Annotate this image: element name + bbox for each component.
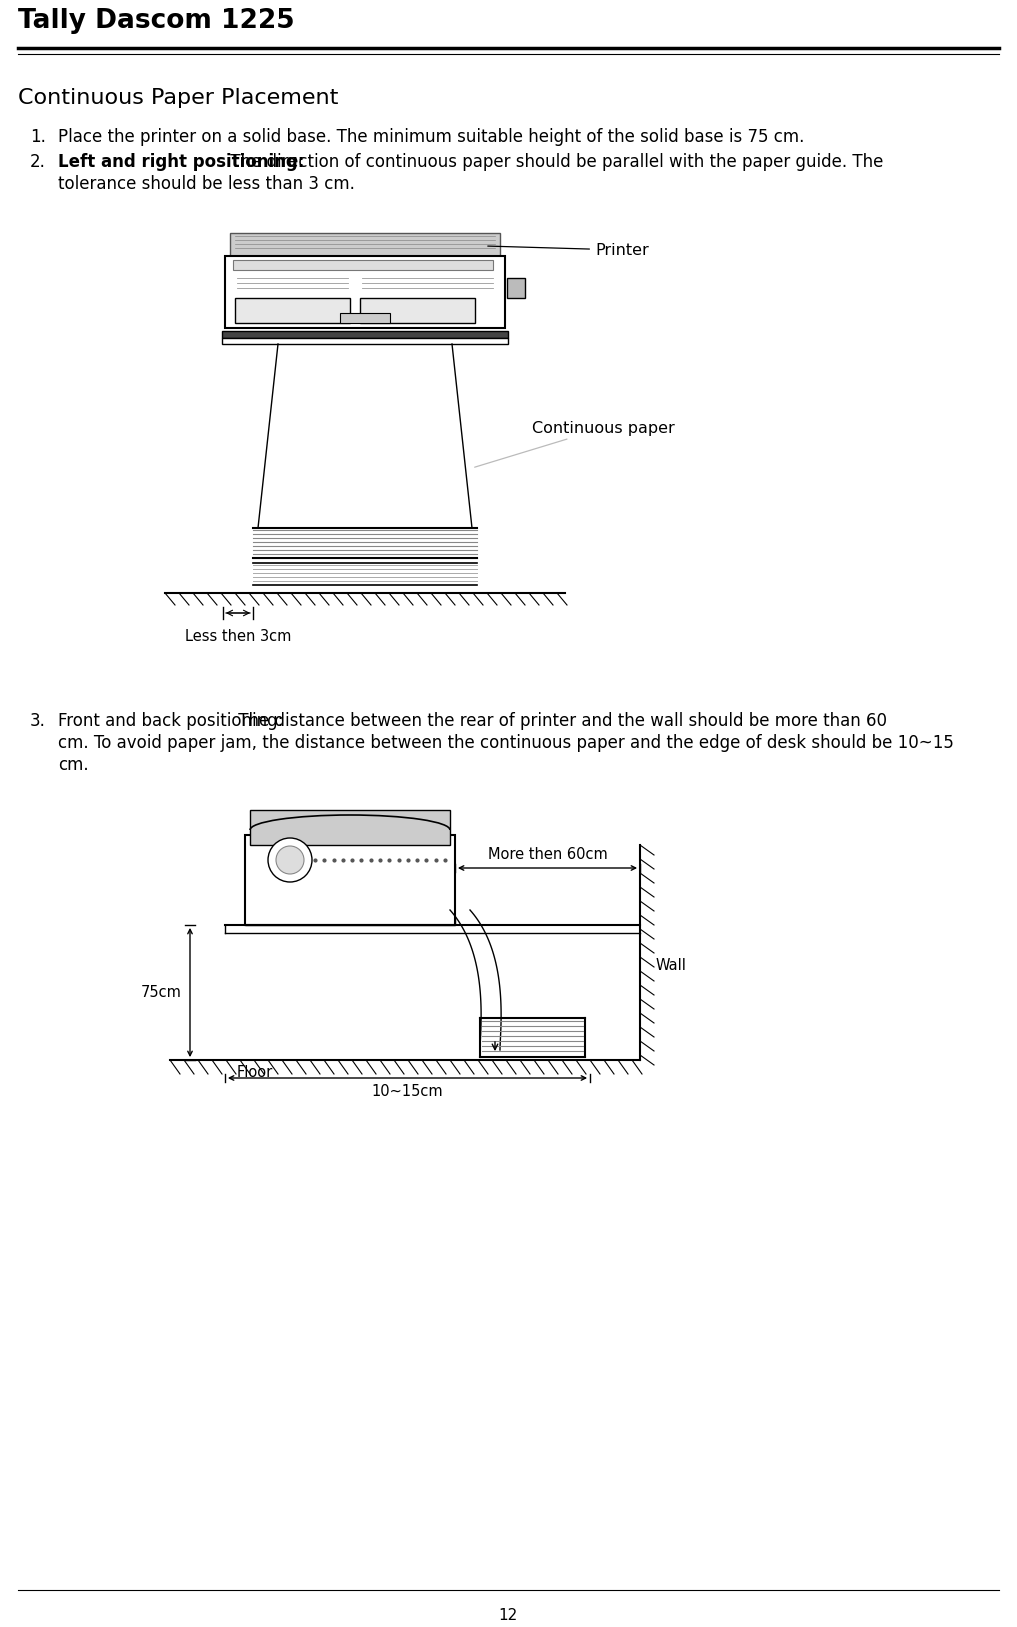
Text: Less then 3cm: Less then 3cm: [185, 630, 291, 644]
Text: Tally Dascom 1225: Tally Dascom 1225: [18, 8, 295, 34]
Text: Place the printer on a solid base. The minimum suitable height of the solid base: Place the printer on a solid base. The m…: [58, 129, 804, 146]
Text: Continuous Paper Placement: Continuous Paper Placement: [18, 88, 339, 107]
Text: Wall: Wall: [656, 958, 686, 973]
Circle shape: [268, 838, 312, 882]
Bar: [230, 233, 500, 259]
Text: Front and back positioning:: Front and back positioning:: [58, 713, 284, 731]
Text: cm.: cm.: [58, 757, 88, 774]
Text: 2.: 2.: [29, 153, 46, 171]
Text: tolerance should be less than 3 cm.: tolerance should be less than 3 cm.: [58, 176, 355, 194]
Bar: [225, 255, 505, 329]
Bar: [235, 298, 350, 324]
Text: The distance between the rear of printer and the wall should be more than 60: The distance between the rear of printer…: [233, 713, 887, 731]
Text: 1.: 1.: [29, 129, 46, 146]
Text: Continuous paper: Continuous paper: [475, 420, 674, 467]
Text: Left and right positioning:: Left and right positioning:: [58, 153, 304, 171]
Bar: [245, 835, 455, 926]
Text: More then 60cm: More then 60cm: [487, 848, 607, 862]
Bar: [245, 918, 455, 926]
Text: The direction of continuous paper should be parallel with the paper guide. The: The direction of continuous paper should…: [225, 153, 884, 171]
Bar: [340, 312, 390, 324]
Bar: [222, 330, 508, 338]
Text: Floor: Floor: [237, 1066, 274, 1080]
Bar: [360, 298, 475, 324]
Text: 10~15cm: 10~15cm: [371, 1084, 443, 1098]
Circle shape: [276, 846, 304, 874]
Text: cm. To avoid paper jam, the distance between the continuous paper and the edge o: cm. To avoid paper jam, the distance bet…: [58, 734, 954, 752]
Bar: [507, 278, 525, 298]
Text: 3.: 3.: [29, 713, 46, 731]
Text: Printer: Printer: [488, 242, 649, 257]
Bar: [233, 260, 493, 270]
Bar: [222, 338, 508, 343]
Text: 75cm: 75cm: [141, 984, 182, 1001]
Text: 12: 12: [498, 1607, 518, 1624]
Bar: [250, 810, 450, 844]
